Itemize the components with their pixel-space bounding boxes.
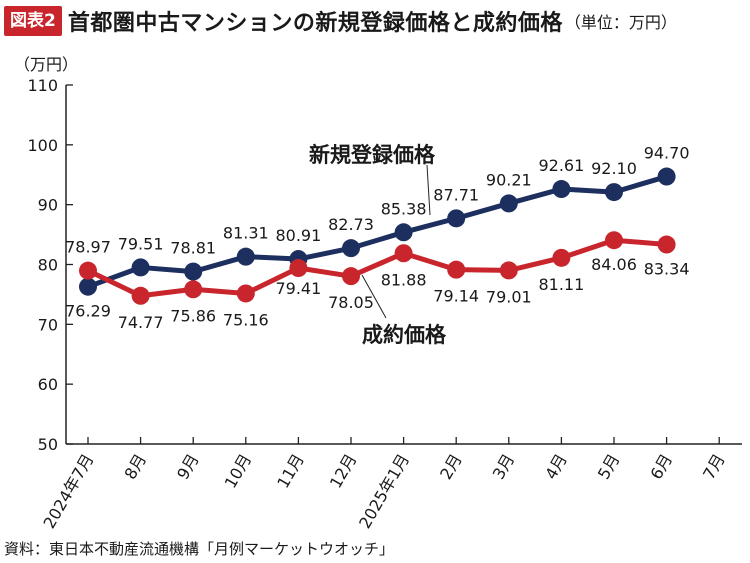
data-label: 92.61	[538, 156, 584, 175]
data-label: 75.86	[170, 306, 216, 325]
data-point	[499, 194, 518, 213]
leader-line	[361, 274, 387, 319]
data-label: 80.91	[275, 226, 321, 245]
chart-header: 図表2 首都圏中古マンションの新規登録価格と成約価格 （単位：万円）	[4, 4, 677, 38]
series-line	[87, 174, 668, 290]
data-label: 83.34	[644, 260, 690, 279]
source-note: 資料：東日本不動産流通機構「月例マーケットウオッチ」	[4, 540, 395, 558]
data-label: 79.01	[486, 287, 532, 306]
y-tick-label: 60	[38, 375, 58, 394]
x-tick-label: 11月	[273, 451, 308, 492]
x-tick-label: 3月	[489, 451, 519, 483]
data-point	[184, 262, 203, 281]
x-tick-label: 4月	[541, 451, 571, 483]
y-axis-title: （万円）	[14, 55, 78, 74]
data-point	[342, 239, 360, 258]
data-label: 87.71	[433, 185, 479, 204]
x-tick-label: 2月	[436, 451, 466, 483]
figure-badge: 図表2	[4, 6, 62, 36]
y-tick-label: 90	[38, 196, 58, 215]
leader-line	[426, 164, 431, 216]
data-point	[499, 261, 518, 280]
data-label: 78.05	[328, 293, 374, 312]
y-tick-label: 110	[27, 76, 58, 95]
x-tick-label: 5月	[594, 451, 624, 483]
data-point	[657, 167, 676, 186]
data-label: 79.14	[433, 287, 479, 306]
x-tick-label: 7月	[699, 451, 729, 483]
series-label: 成約価格	[362, 323, 447, 347]
x-tick-label: 9月	[173, 451, 203, 483]
data-label: 81.11	[538, 275, 584, 294]
data-point	[394, 223, 413, 242]
data-point	[552, 180, 571, 199]
data-point	[552, 248, 571, 267]
data-point	[605, 183, 623, 202]
data-point	[236, 247, 255, 266]
data-label: 82.73	[328, 215, 374, 234]
x-tick-label: 6月	[647, 451, 677, 483]
data-label: 81.31	[223, 224, 269, 243]
x-tick-label: 8月	[121, 451, 151, 483]
data-point	[605, 231, 623, 250]
y-tick-label: 80	[38, 256, 58, 275]
data-label: 78.81	[170, 239, 216, 258]
x-tick-label: 2024年7月	[40, 451, 98, 532]
x-tick-label: 10月	[221, 451, 256, 492]
data-label: 81.88	[381, 270, 427, 289]
data-label: 85.38	[381, 199, 427, 218]
data-label: 75.16	[223, 310, 269, 329]
data-point	[447, 209, 466, 228]
data-point	[131, 258, 150, 277]
data-point	[447, 260, 466, 279]
data-label: 94.70	[644, 144, 690, 163]
chart-title: 首都圏中古マンションの新規登録価格と成約価格	[67, 11, 563, 36]
data-label: 79.41	[275, 279, 321, 298]
data-label: 84.06	[591, 255, 637, 274]
data-point	[289, 259, 308, 278]
data-label: 92.10	[591, 159, 637, 178]
unit-label: （単位：万円）	[564, 13, 677, 32]
data-point	[79, 261, 97, 280]
data-label: 79.51	[118, 234, 164, 253]
y-tick-label: 50	[38, 435, 58, 454]
data-label: 76.29	[65, 302, 111, 321]
data-point	[184, 280, 203, 299]
x-tick-label: 2025年1月	[355, 451, 413, 532]
x-tick-label: 12月	[326, 451, 361, 492]
data-point	[131, 286, 150, 305]
data-label: 74.77	[118, 313, 164, 332]
data-label: 78.97	[65, 238, 111, 257]
data-point	[394, 244, 413, 263]
data-label: 90.21	[486, 170, 532, 189]
y-tick-label: 100	[27, 136, 58, 155]
data-point	[79, 277, 97, 296]
series-label: 新規登録価格	[309, 143, 436, 167]
data-point	[342, 267, 360, 286]
y-tick-label: 70	[38, 315, 58, 334]
data-point	[236, 284, 255, 303]
data-point	[657, 235, 676, 254]
